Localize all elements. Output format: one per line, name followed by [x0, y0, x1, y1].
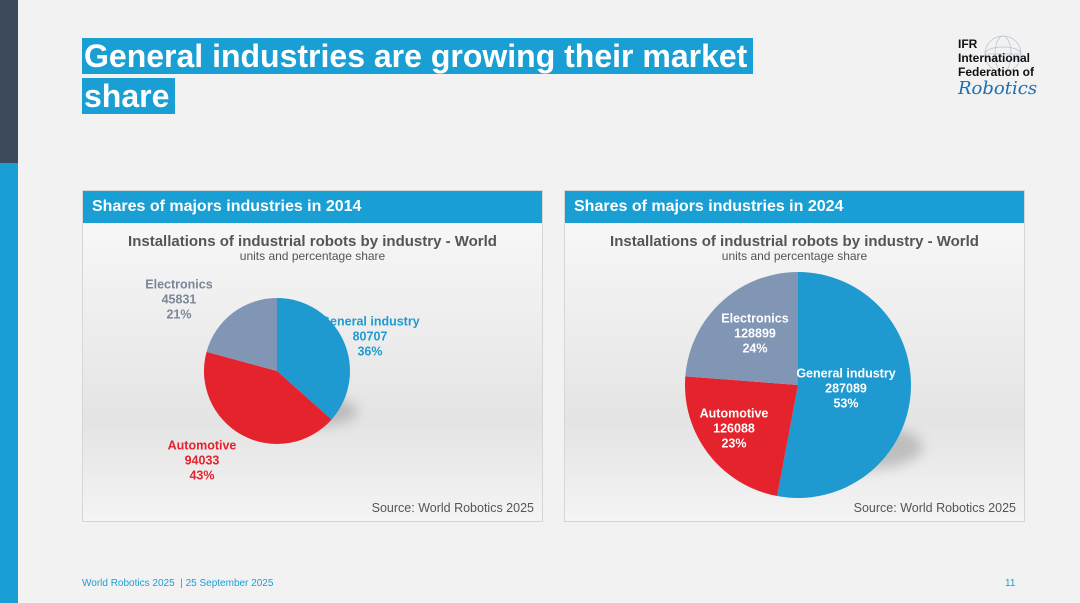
pie-slice: [277, 298, 350, 420]
chart-panel: Shares of majors industries in 2024 Insta…: [564, 190, 1025, 522]
chart-subtitle: units and percentage share: [721, 249, 868, 263]
share-label: 21%: [166, 307, 192, 322]
share-label: 36%: [357, 344, 383, 359]
logo-text: IFR International Federation of: [958, 37, 1035, 79]
footer-text: World Robotics 2025 | 25 September 2025: [82, 578, 274, 589]
panel-title: Shares of majors industries in 2014: [83, 191, 542, 223]
slice-label: Automotive 126088 23%: [684, 407, 784, 452]
source-note: Source: World Robotics 2025: [371, 501, 534, 515]
chart-subtitle: units and percentage share: [239, 249, 386, 263]
share-label: 24%: [742, 341, 768, 356]
slice-label: General industry 287089 53%: [796, 367, 896, 412]
pie-slice: [685, 376, 798, 497]
slide-title: General industries are growing their mar…: [82, 36, 842, 116]
logo-globe: [984, 35, 1022, 73]
side-bar: [0, 163, 18, 603]
slice-label: General industry 80707 36%: [320, 315, 420, 360]
panel-title: Shares of majors industries in 2024: [565, 191, 1024, 223]
page-number: 11: [1005, 578, 1016, 589]
value-label: 128899: [734, 326, 776, 341]
slice-label: Automotive 94033 43%: [152, 439, 252, 484]
pie-slice: [204, 351, 332, 444]
logo: IFR International Federation of Robotics: [958, 34, 1058, 104]
logo-script: Robotics: [958, 78, 1038, 99]
share-label: 23%: [721, 436, 747, 451]
category-label: General industry: [796, 366, 896, 381]
pie-chart: [204, 298, 358, 444]
value-label: 80707: [352, 329, 388, 344]
pie-slice: [206, 298, 277, 371]
share-label: 53%: [833, 396, 859, 411]
chart-title: Installations of industrial robots by in…: [128, 233, 497, 250]
category-label: Automotive: [699, 406, 769, 421]
pie-slice: [685, 272, 798, 385]
value-label: 287089: [825, 381, 867, 396]
chart-panel: Shares of majors industries in 2014 Insta…: [82, 190, 543, 522]
category-label: Electronics: [721, 311, 789, 326]
side-bar-dark: [0, 0, 18, 163]
share-label: 43%: [189, 468, 215, 483]
slice-label: Electronics 45831 21%: [129, 278, 229, 323]
pie-slice: [777, 272, 912, 499]
slice-label: Electronics 128899 24%: [705, 312, 805, 357]
value-label: 94033: [184, 453, 220, 468]
value-label: 126088: [713, 421, 755, 436]
category-label: Automotive: [167, 438, 237, 453]
category-label: Electronics: [145, 277, 213, 292]
pie-chart: [685, 272, 923, 499]
category-label: General industry: [320, 314, 420, 329]
value-label: 45831: [161, 292, 197, 307]
source-note: Source: World Robotics 2025: [853, 501, 1016, 515]
chart-title: Installations of industrial robots by in…: [610, 233, 979, 250]
